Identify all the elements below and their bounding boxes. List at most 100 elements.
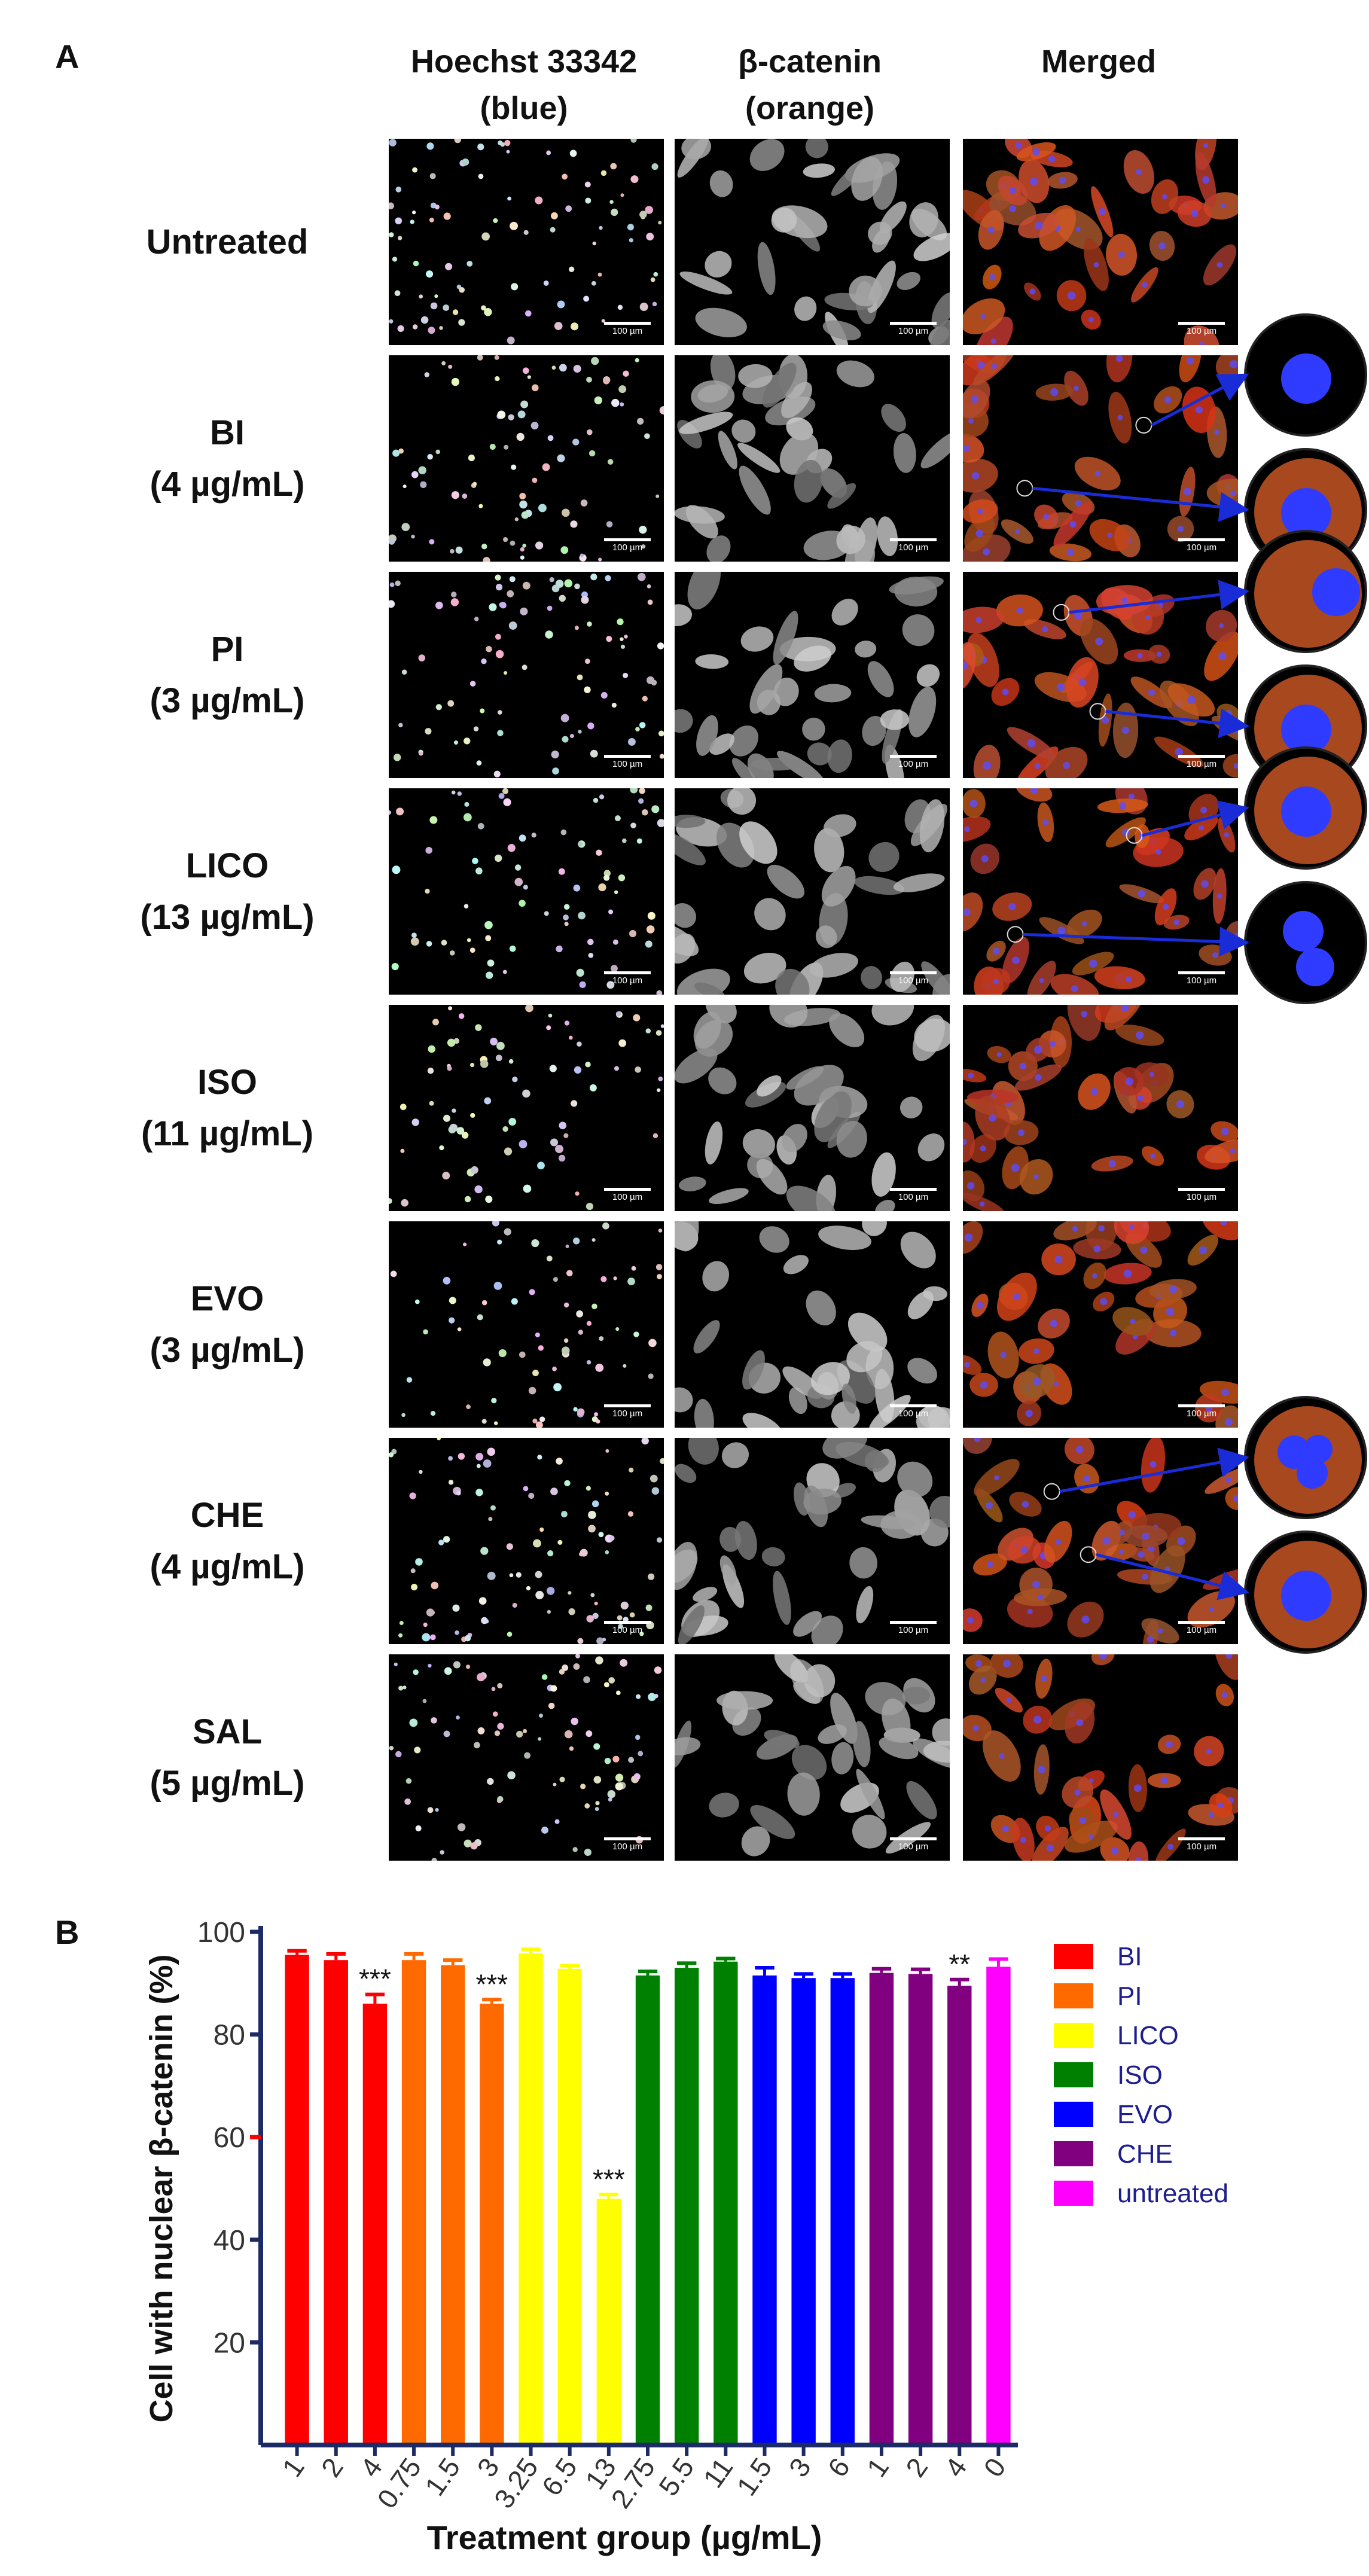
nucleus-dot [478,504,483,508]
nucleus-dot [608,1797,612,1802]
cell-body [849,275,882,307]
cell-body [805,139,828,158]
cell-body [914,1019,950,1052]
nucleus-dot [411,932,417,938]
merged-nucleus [1027,1608,1033,1614]
merged-nucleus [1006,1697,1012,1703]
bar-BI [362,2004,388,2443]
merged-nucleus [1176,1100,1185,1109]
cell-body [742,1129,775,1159]
nucleus-dot [478,1597,487,1605]
nucleus-dot [519,900,526,907]
nucleus-dot [389,319,394,324]
nucleus-dot [475,1453,484,1461]
nucleus-dot [586,1486,591,1491]
nucleus-dot [434,205,440,210]
nucleus-dot [450,592,457,597]
cell-body [675,1737,701,1755]
nucleus-dot [580,553,584,557]
cell-body [963,1438,992,1454]
nucleus-dot [541,1827,548,1834]
cell-body [909,202,938,237]
x-tick-label: 6 [822,2452,856,2483]
nucleus-dot [572,1237,580,1245]
merged-nucleus [1167,1843,1174,1850]
cell-body [696,715,718,756]
y-tick-label: 40 [214,2225,245,2257]
cell-body [754,898,786,931]
nucleus-dot [655,494,660,498]
nucleus-dot [636,1694,641,1699]
merged-nucleus [991,363,997,369]
nucleus-dot [480,1060,489,1068]
nucleus-dot [519,1140,528,1148]
nucleus-dot [542,463,550,471]
merged-nucleus [1089,959,1097,968]
cell-body [739,821,778,864]
nucleus-dot [449,1123,458,1132]
row-label-line1: LICO [185,846,269,885]
nucleus-dot [562,736,569,743]
nucleus-dot [546,150,551,156]
merged-nucleus [1054,1538,1062,1545]
nucleus-dot [599,225,603,230]
cell-body [1214,1654,1238,1680]
scale-bar: 100 µm [1178,755,1225,770]
bar-CHE [908,1974,933,2443]
nucleus-dot [426,941,432,947]
nucleus-dot [397,325,404,332]
nucleus-dot [398,1633,403,1638]
merged-nucleus [987,227,995,234]
nucleus-dot [470,1112,475,1118]
cell-body [852,1815,887,1849]
x-tick-label: 6.5 [536,2452,583,2501]
merged-nucleus [1083,1475,1090,1483]
nucleus-dot [630,139,637,143]
merged-nucleus [1093,262,1099,267]
merged-nucleus [1011,1163,1020,1172]
nucleus-dot [611,208,618,217]
nucleus-dot [563,1133,569,1138]
nucleus-dot [656,1537,663,1543]
nucleus-dot [605,1550,609,1554]
merged-nucleus [1177,1537,1185,1545]
merged-nucleus [1162,903,1169,910]
nucleus-dot [401,1413,405,1417]
nucleus-dot [548,1013,553,1018]
scale-bar: 100 µm [1178,322,1225,337]
nucleus-dot [646,925,655,934]
micrograph-nuclear: 100 µm [389,1005,664,1211]
nucleus-dot [657,1273,662,1279]
merged-nucleus [1075,226,1081,232]
cell-body [846,1341,883,1373]
nucleus-dot [564,1480,571,1487]
cell-body [757,1075,782,1097]
nucleus-dot [426,270,434,278]
nucleus-dot [579,981,586,988]
merged-nucleus [1229,360,1238,368]
merged-nucleus [1046,1844,1054,1852]
cell-body [691,380,735,413]
cell-body [856,1586,874,1624]
nucleus-dot [484,308,492,316]
nucleus-dot [557,300,565,309]
bar-EVO [752,1975,777,2443]
cell-body [836,525,865,554]
merged-nucleus [1150,1153,1155,1159]
nucleus-dot [448,1456,453,1461]
nucleus-dot [586,1615,594,1623]
cell-body [794,1065,844,1106]
nucleus-dot [495,574,501,581]
nucleus-dot [596,849,602,856]
merged-nucleus [1025,1410,1033,1417]
nucleus-dot [592,1612,599,1619]
nucleus-dot [614,1066,619,1071]
nucleus-dot [470,1842,478,1850]
nucleus-dot [435,449,441,455]
nucleus-dot [594,1601,598,1606]
merged-nucleus [1120,1005,1129,1012]
nucleus-dot [495,633,501,640]
merged-nucleus [989,274,995,281]
scale-bar: 100 µm [890,755,937,770]
merged-nucleus [1233,1494,1238,1503]
